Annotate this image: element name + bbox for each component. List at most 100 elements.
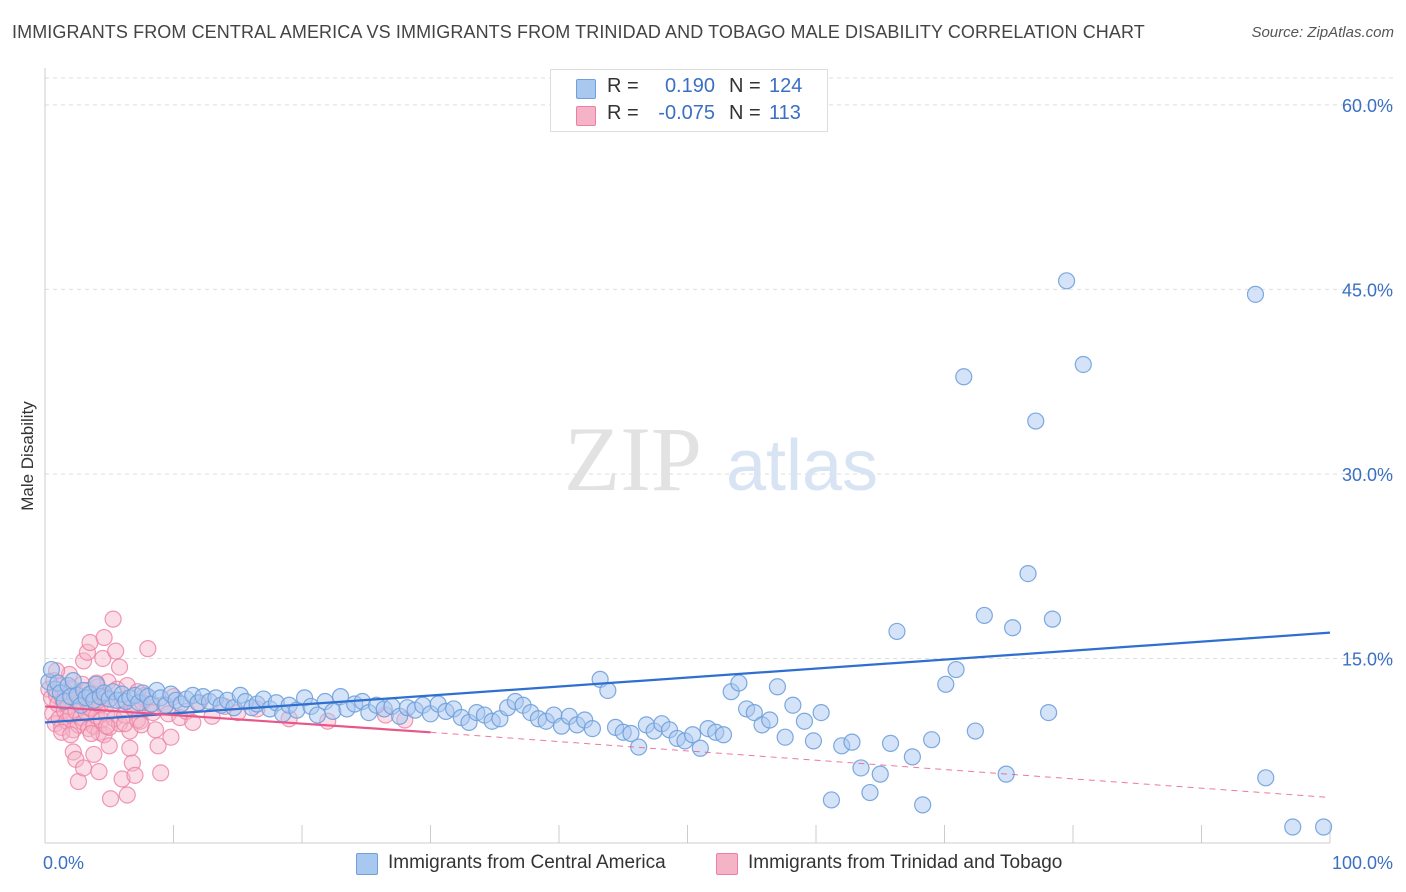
watermark-zip: ZIP [564,408,702,510]
legend-r-label: R = [607,102,639,124]
central-america-point [871,765,889,783]
central-america-point [714,726,733,744]
central-america-point [822,791,841,809]
central-america-point [583,719,602,738]
central-america-point [888,622,906,641]
central-america-point [776,728,794,746]
chart-title: IMMIGRANTS FROM CENTRAL AMERICA VS IMMIG… [12,22,1145,42]
legend-r-value: 0.190 [664,75,715,97]
trinidad-point [82,724,100,743]
legend-n-value: 124 [769,75,803,97]
central-america-point [1257,769,1275,787]
central-america-point [730,674,748,692]
source-label: Source: ZipAtlas.com [1251,24,1394,41]
central-america-trend-line [44,631,1331,724]
blue-swatch-icon [576,79,596,99]
trinidad-point [126,766,144,784]
trinidad-point [184,713,202,732]
trinidad-point [152,764,170,782]
trinidad-point [100,737,118,755]
pink-swatch-icon [716,853,738,875]
central-america-point [1019,564,1037,583]
central-america-point [852,759,870,777]
central-america-point [923,731,941,749]
trinidad-point [113,770,131,788]
legend-n-label: N = [729,75,761,97]
gridlines [45,77,1394,659]
trinidad-point [62,726,80,744]
central-america-point [1074,355,1092,374]
central-america-point [795,712,814,730]
central-america-point [804,732,823,750]
central-america-point [881,734,900,752]
trinidad-point [116,715,134,733]
pink-swatch-icon [576,106,596,126]
central-america-point [975,606,993,625]
central-america-point [784,696,802,714]
central-america-point [947,660,965,679]
trinidad-point [74,759,93,777]
central-america-point [1057,272,1076,290]
central-america-point [691,739,709,757]
trinidad-point [95,628,113,647]
central-america-point [622,724,640,743]
trinidad-point [90,763,108,781]
trend-lines [44,631,1331,798]
central-america-point [861,783,879,802]
central-america-point [324,702,342,720]
central-america-point [937,675,955,693]
central-america-point [955,368,973,386]
trinidad-point [118,786,136,804]
axes [44,68,1331,844]
y-tick-label: 15.0% [1342,649,1393,669]
central-america-point [914,796,932,814]
trinidad-point [146,721,165,739]
central-america-point [1004,619,1022,637]
central-america-point [1314,818,1333,836]
tick-labels: 15.0% 30.0% 45.0% 60.0% 0.0% 100.0% [43,96,1393,873]
central-america-point [684,726,702,744]
legend-r-value: -0.075 [658,102,715,124]
trinidad-trend-line [44,705,431,734]
central-america-point [761,711,779,729]
central-america-point [1027,412,1045,430]
central-america-point [903,748,921,766]
central-america-point [745,704,763,722]
watermark: ZIP atlas [564,408,878,510]
trinidad-point [78,643,97,661]
trinidad-point [121,739,139,757]
central-america-point [966,722,984,740]
central-america-point [1039,704,1058,722]
trinidad-point [107,642,125,660]
blue-swatch-icon [356,853,378,875]
trinidad-point [98,717,116,735]
legend-series-label: Immigrants from Central America [388,852,666,873]
trinidad-point [104,610,122,628]
x-tick-label: 100.0% [1332,853,1393,873]
x-tick-label: 0.0% [43,853,84,873]
trinidad-point [94,649,112,668]
trinidad-point [101,790,120,808]
y-tick-label: 30.0% [1342,465,1393,485]
y-tick-label: 45.0% [1342,280,1393,300]
legend-n-value: 113 [769,102,801,124]
trinidad-point [149,737,167,755]
y-tick-label: 60.0% [1342,96,1393,116]
central-america-point [843,733,861,751]
central-america-point [1043,610,1062,628]
correlation-legend: R = 0.190 N = 124 R = -0.075 N = 113 [550,69,828,132]
trinidad-point [74,652,93,670]
legend-series-label: Immigrants from Trinidad and Tobago [748,852,1063,873]
trinidad-point [139,640,157,658]
watermark-atlas: atlas [726,426,878,506]
central-america-point [599,681,617,700]
central-america-point [768,678,787,696]
trinidad-point [162,728,180,746]
trinidad-trend-extension [430,731,1331,798]
central-america-point [1246,285,1265,303]
central-america-point [1284,818,1302,836]
trinidad-point [110,658,129,676]
series-central-america-points [40,272,1333,836]
legend-r-label: R = [607,75,639,97]
